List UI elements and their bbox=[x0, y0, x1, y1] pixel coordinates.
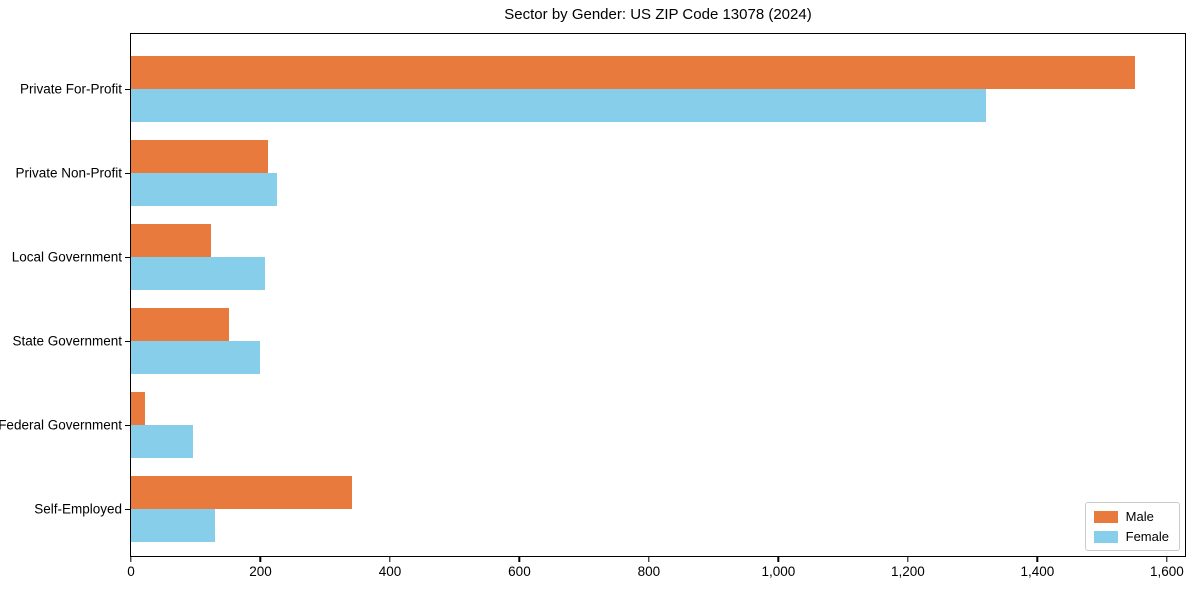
y-tick-mark bbox=[125, 89, 131, 91]
x-tick-mark bbox=[1166, 556, 1168, 562]
bar-male-private-for-profit bbox=[131, 56, 1135, 89]
x-tick-label: 1,200 bbox=[890, 564, 925, 579]
bar-female-local-government bbox=[131, 257, 266, 290]
bar-male-self-employed bbox=[131, 476, 353, 509]
plot-area: Private For-Profit Private Non-Profit Loca… bbox=[0, 33, 1186, 579]
y-tick-mark bbox=[125, 173, 131, 175]
bar-male-local-government bbox=[131, 224, 211, 257]
y-tick-mark bbox=[125, 425, 131, 427]
chart-title: Sector by Gender: US ZIP Code 13078 (202… bbox=[504, 6, 812, 23]
male-swatch-icon bbox=[1093, 510, 1118, 523]
x-tick-label: 400 bbox=[378, 564, 402, 579]
bar-male-federal-government bbox=[131, 392, 146, 425]
bar-female-private-for-profit bbox=[131, 89, 986, 122]
category-row-self-employed: Self-Employed bbox=[34, 467, 1185, 551]
x-tick-mark bbox=[518, 556, 521, 562]
category-row-local-government: Local Government bbox=[12, 215, 1185, 299]
bar-pair-state-government bbox=[131, 308, 1185, 374]
legend-item-female: Female bbox=[1093, 529, 1169, 544]
y-tick-mark bbox=[125, 509, 131, 511]
legend-label-male: Male bbox=[1125, 509, 1154, 524]
category-row-state-government: State Government bbox=[12, 299, 1185, 383]
female-swatch-icon bbox=[1093, 530, 1118, 543]
bar-pair-local-government bbox=[131, 224, 1185, 290]
x-tick-label: 600 bbox=[508, 564, 531, 579]
x-tick-mark bbox=[907, 556, 909, 562]
x-tick-mark bbox=[130, 556, 132, 562]
bar-pair-private-for-profit bbox=[131, 56, 1185, 122]
y-tick-mark bbox=[125, 341, 131, 343]
bar-female-federal-government bbox=[131, 425, 193, 458]
bar-male-private-non-profit bbox=[131, 140, 269, 173]
bar-male-state-government bbox=[131, 308, 230, 341]
y-axis-label-state-government: State Government bbox=[12, 333, 122, 349]
bar-female-private-non-profit bbox=[131, 173, 277, 206]
category-row-private-for-profit: Private For-Profit bbox=[20, 47, 1185, 131]
x-tick-mark bbox=[1036, 556, 1039, 562]
category-row-private-non-profit: Private Non-Profit bbox=[15, 131, 1185, 215]
bar-female-self-employed bbox=[131, 509, 215, 542]
bar-pair-self-employed bbox=[131, 476, 1185, 542]
x-tick-label: 1,000 bbox=[761, 564, 796, 579]
bar-female-state-government bbox=[131, 341, 261, 374]
x-tick-label: 0 bbox=[127, 564, 135, 579]
y-axis-label-private-for-profit: Private For-Profit bbox=[19, 81, 122, 97]
x-tick-mark bbox=[389, 556, 391, 562]
legend-label-female: Female bbox=[1125, 529, 1169, 544]
x-tick-mark bbox=[648, 556, 650, 562]
bar-pair-private-non-profit bbox=[131, 140, 1185, 206]
bar-rows: Private For-Profit Private Non-Profit Loca… bbox=[0, 47, 1185, 551]
category-row-federal-government: Federal Government bbox=[0, 383, 1185, 467]
x-tick-mark bbox=[777, 556, 780, 562]
x-tick-mark bbox=[259, 556, 262, 562]
x-tick-label: 1,600 bbox=[1149, 564, 1184, 579]
y-axis-label-local-government: Local Government bbox=[11, 249, 122, 265]
x-tick-label: 1,400 bbox=[1020, 564, 1055, 579]
x-tick-label: 800 bbox=[637, 564, 661, 579]
y-tick-mark bbox=[125, 257, 131, 259]
bar-pair-federal-government bbox=[131, 392, 1185, 458]
y-axis-label-private-non-profit: Private Non-Profit bbox=[15, 165, 122, 181]
x-tick-label: 200 bbox=[249, 564, 272, 579]
legend: Male Female bbox=[1084, 502, 1180, 551]
legend-item-male: Male bbox=[1093, 509, 1169, 524]
y-axis-label-federal-government: Federal Government bbox=[0, 417, 122, 433]
y-axis-label-self-employed: Self-Employed bbox=[34, 501, 122, 517]
